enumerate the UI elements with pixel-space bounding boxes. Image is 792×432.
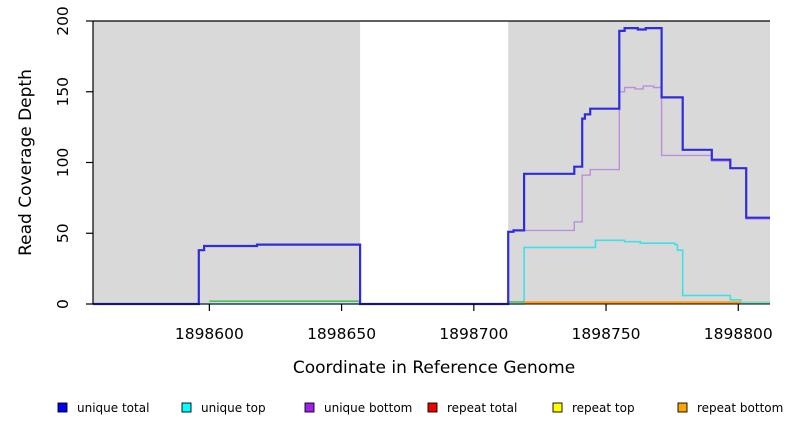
x-tick-label: 1898800 bbox=[704, 325, 773, 343]
y-tick-label: 150 bbox=[54, 77, 72, 107]
legend-label-repeat-top: repeat top bbox=[572, 401, 635, 415]
legend-label-unique-total: unique total bbox=[77, 401, 149, 415]
tick-labels: 1898600 1898650 1898700 1898750 1898800 0 50 10… bbox=[54, 6, 773, 343]
axis-ticks bbox=[86, 20, 739, 311]
legend-label-repeat-bottom: repeat bottom bbox=[697, 401, 783, 415]
y-tick-label: 200 bbox=[54, 6, 72, 36]
legend-label-repeat-total: repeat total bbox=[447, 401, 517, 415]
legend-swatch-repeat-top bbox=[552, 402, 563, 413]
legend-swatch-repeat-total bbox=[427, 402, 438, 413]
legend-swatch-repeat-bottom bbox=[677, 402, 688, 413]
y-tick-label: 100 bbox=[54, 148, 72, 178]
legend-swatch-unique-top bbox=[181, 402, 192, 413]
x-tick-label: 1898600 bbox=[175, 325, 244, 343]
x-tick-label: 1898650 bbox=[307, 325, 376, 343]
left-gray-block bbox=[93, 21, 361, 304]
series-line-unique-top bbox=[93, 239, 770, 305]
series-lines bbox=[93, 27, 770, 306]
y-tick-label: 0 bbox=[54, 299, 72, 309]
x-tick-label: 1898750 bbox=[572, 325, 641, 343]
shaded-regions bbox=[93, 21, 770, 304]
x-axis-label: Coordinate in Reference Genome bbox=[293, 358, 575, 378]
y-axis-label: Read Coverage Depth bbox=[16, 69, 36, 256]
legend-swatch-unique-total bbox=[57, 402, 68, 413]
legend-label-unique-bottom: unique bottom bbox=[324, 401, 412, 415]
legend: unique total unique top unique bottom repea… bbox=[57, 401, 783, 415]
series-line-unique-total bbox=[93, 27, 770, 306]
y-tick-label: 50 bbox=[54, 223, 72, 243]
x-tick-label: 1898700 bbox=[439, 325, 508, 343]
legend-swatch-unique-bottom bbox=[304, 402, 315, 413]
legend-label-unique-top: unique top bbox=[201, 401, 266, 415]
right-gray-block bbox=[508, 21, 770, 304]
